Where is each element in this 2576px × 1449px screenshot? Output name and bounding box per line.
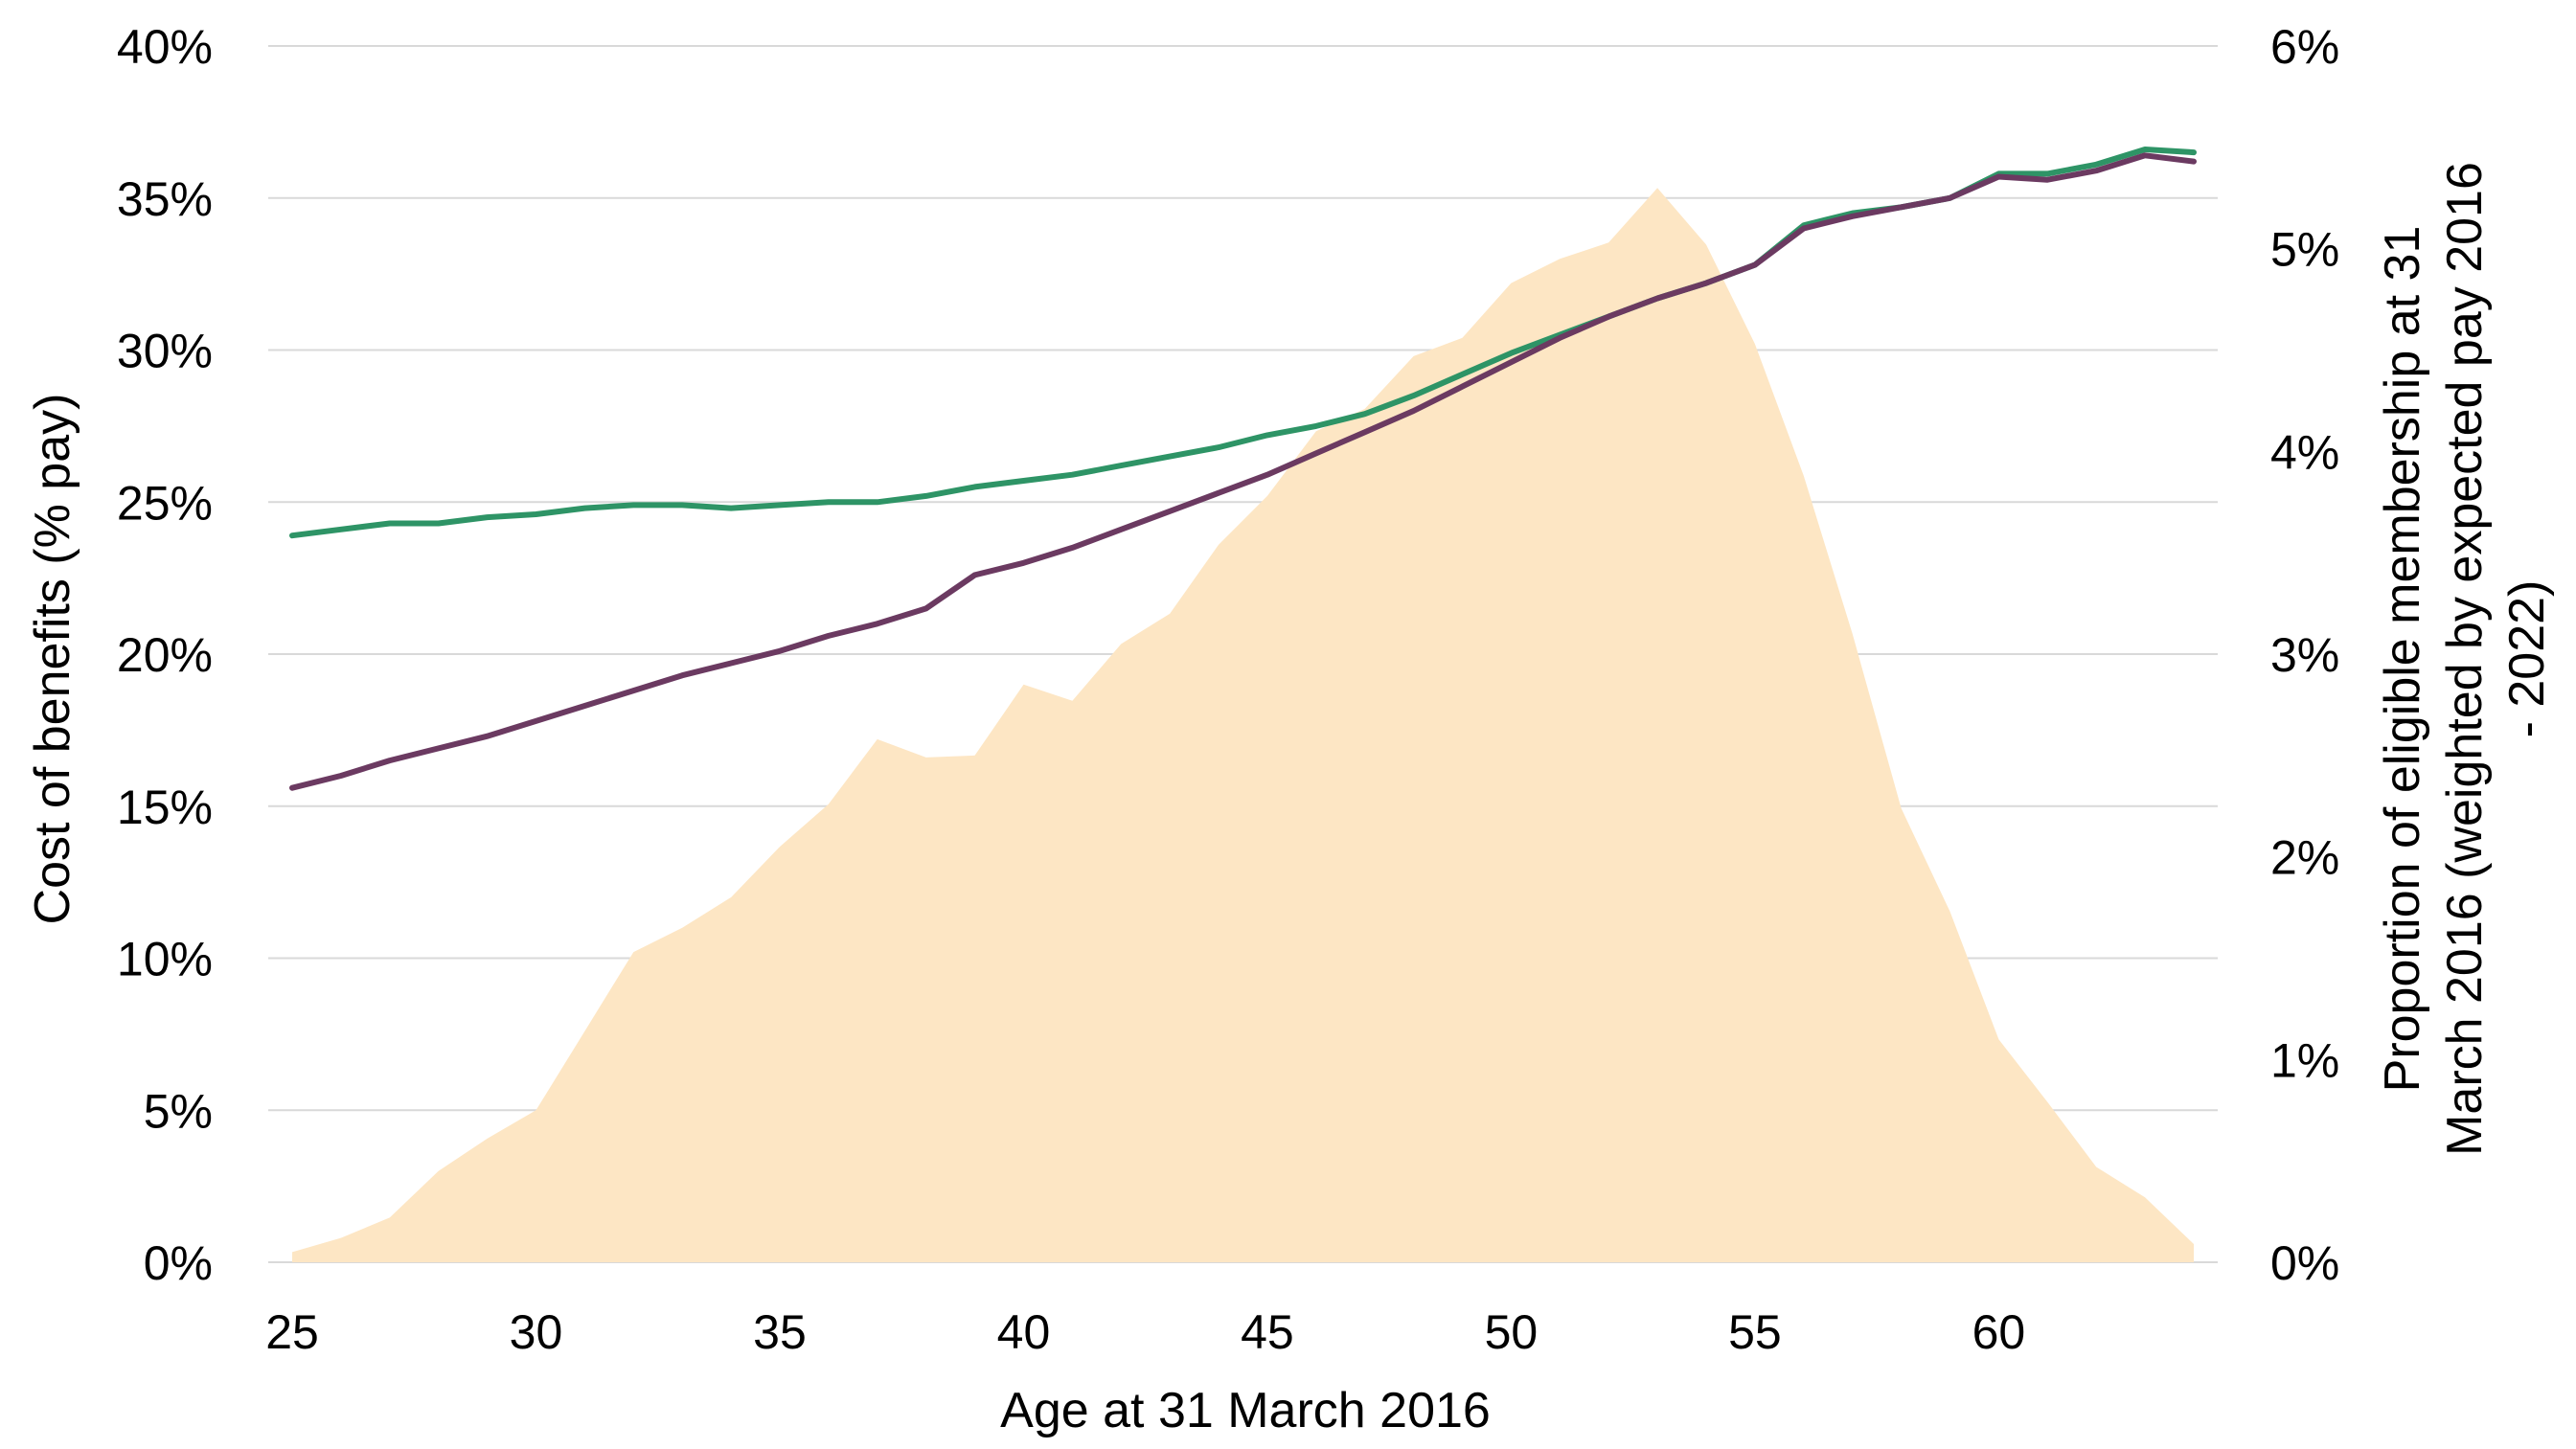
left-axis-ticks: 0% 5% 10% 15% 20% 25% 30% 35% 40% (117, 20, 213, 1290)
left-tick-label: 30% (117, 325, 213, 378)
x-tick-label: 25 (265, 1305, 319, 1359)
cost-line-2 (289, 152, 2197, 791)
membership-area (292, 188, 2194, 1263)
left-tick-label: 35% (117, 172, 213, 226)
x-axis-title: Age at 31 March 2016 (1000, 1383, 1491, 1438)
right-tick-label: 2% (2270, 831, 2339, 885)
right-axis-title-line-1: Proportion of eligible membership at 31 (2375, 226, 2430, 1093)
x-tick-label: 35 (753, 1305, 807, 1359)
x-tick-label: 60 (1972, 1305, 2026, 1359)
left-tick-label: 0% (144, 1236, 213, 1290)
x-tick-label: 55 (1728, 1305, 1782, 1359)
left-tick-label: 15% (117, 781, 213, 834)
left-tick-label: 40% (117, 20, 213, 74)
right-tick-label: 0% (2270, 1236, 2339, 1290)
left-tick-label: 10% (117, 933, 213, 986)
membership-area-layer (292, 188, 2194, 1263)
left-tick-label: 20% (117, 628, 213, 682)
left-tick-label: 25% (117, 476, 213, 530)
right-axis-title-line-2: March 2016 (weighted by expected pay 201… (2437, 162, 2493, 1156)
right-tick-label: 5% (2270, 223, 2339, 277)
right-tick-label: 6% (2270, 20, 2339, 74)
x-tick-label: 50 (1485, 1305, 1539, 1359)
right-axis-title-line-3: - 2022) (2499, 580, 2555, 738)
x-tick-label: 45 (1241, 1305, 1294, 1359)
left-tick-label: 5% (144, 1084, 213, 1138)
right-axis-ticks: 0% 1% 2% 3% 4% 5% 6% (2270, 20, 2339, 1290)
right-tick-label: 4% (2270, 425, 2339, 479)
cost-lines-layer (289, 147, 2197, 791)
right-axis-title: Proportion of eligible membership at 31 … (2375, 162, 2555, 1156)
x-tick-label: 40 (997, 1305, 1051, 1359)
right-tick-label: 3% (2270, 628, 2339, 682)
right-tick-label: 1% (2270, 1033, 2339, 1087)
x-tick-label: 30 (510, 1305, 563, 1359)
left-axis-title: Cost of benefits (% pay) (25, 394, 80, 925)
x-axis-ticks: 25 30 35 40 45 50 55 60 (265, 1305, 2025, 1359)
